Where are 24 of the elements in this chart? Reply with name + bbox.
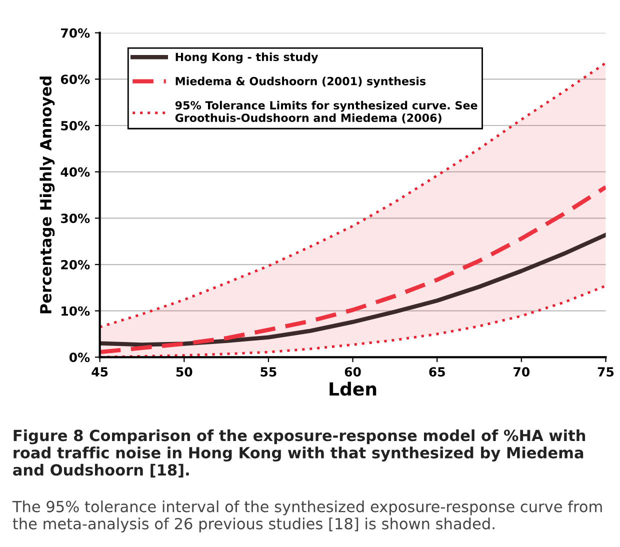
x-tick-label: 75 — [598, 367, 614, 377]
y-tick-label: 10% — [62, 306, 90, 316]
y-tick-label: 40% — [60, 167, 90, 177]
legend-label: Hong Kong - this study — [176, 52, 318, 64]
line-series — [100, 232, 606, 347]
y-tick-label: 30% — [61, 214, 90, 224]
caption: Figure 8 Comparison of the exposure-response model of %HA with road traffic noise in Hong Kong with that synthesized by Miedema and Oudshoorn [18]. — [13, 429, 586, 478]
x-tick-label: 50 — [176, 367, 192, 377]
x-tick-label: 70 — [514, 367, 530, 377]
y-tick-label: 0% — [69, 352, 90, 362]
legend-label: 95% Tolerance Limits for synthesized curve. See Groothuis-Oudshoorn and Miedema (2006) — [175, 100, 478, 124]
y-tick-label: 70% — [61, 28, 90, 38]
x-tick-label: 45 — [92, 367, 108, 377]
x-tick-label: 55 — [260, 367, 276, 377]
y-tick-label: 20% — [61, 260, 90, 270]
text: The 95% tolerance interval of the synthesized exposure-response curve from the meta-analysis of 26 previous studies [18] is shown shaded. — [12, 500, 602, 532]
legend-label: Miedema & Oudshoorn (2001) synthesis — [176, 76, 426, 88]
y-tick-label: 60% — [60, 74, 90, 84]
line-series — [100, 185, 606, 354]
x-axis-title: Lden — [330, 382, 376, 396]
x-tick-label: 65 — [429, 367, 445, 377]
y-axis-title: Percentage Highly Annoyed — [40, 76, 55, 314]
x-tick-label: 60 — [344, 367, 361, 377]
y-tick-label: 50% — [61, 120, 90, 130]
